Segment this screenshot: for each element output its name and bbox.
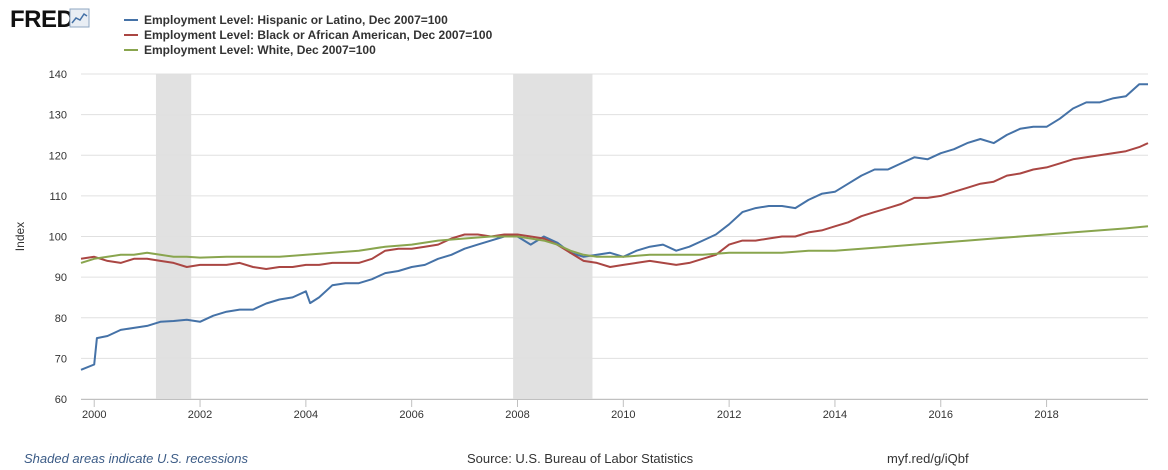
series-line-black [80, 142, 1149, 270]
y-tick-label-140: 140 [49, 69, 67, 81]
y-axis-title: Index [13, 222, 27, 251]
recession-note: Shaded areas indicate U.S. recessions [24, 451, 249, 466]
legend-swatch-hispanic [124, 18, 138, 21]
fred-logo-text: FRED [10, 6, 74, 32]
legend-item-hispanic[interactable]: Employment Level: Hispanic or Latino, De… [124, 12, 492, 27]
y-tick-label-70: 70 [55, 353, 67, 365]
series-line-white [80, 225, 1149, 264]
x-tick-label-2016: 2016 [929, 409, 953, 421]
legend-item-white[interactable]: Employment Level: White, Dec 2007=100 [124, 42, 492, 57]
legend-label-black: Employment Level: Black or African Ameri… [144, 27, 493, 42]
x-tick-label-2000: 2000 [82, 409, 106, 421]
y-tick-label-80: 80 [55, 313, 67, 325]
fred-logo[interactable]: FRED [10, 6, 90, 32]
x-tick-label-2010: 2010 [611, 409, 635, 421]
legend-label-hispanic: Employment Level: Hispanic or Latino, De… [144, 12, 448, 27]
y-tick-label-130: 130 [49, 110, 67, 122]
fred-logo-chart-icon [69, 8, 90, 28]
x-tick-label-2006: 2006 [399, 409, 423, 421]
y-tick-label-90: 90 [55, 272, 67, 284]
x-tick-label-2002: 2002 [188, 409, 212, 421]
series-line-hispanic [80, 83, 1148, 371]
legend-item-black[interactable]: Employment Level: Black or African Ameri… [124, 27, 492, 42]
chart-legend: Employment Level: Hispanic or Latino, De… [124, 12, 492, 57]
x-tick-label-2004: 2004 [294, 409, 318, 421]
legend-label-white: Employment Level: White, Dec 2007=100 [144, 42, 376, 57]
legend-swatch-white [124, 48, 138, 51]
y-tick-label-100: 100 [49, 232, 67, 244]
legend-swatch-black [124, 33, 138, 36]
short-link[interactable]: myf.red/g/iQbf [887, 451, 969, 466]
y-tick-label-120: 120 [49, 150, 67, 162]
x-tick-label-2018: 2018 [1034, 409, 1058, 421]
source-note: Source: U.S. Bureau of Labor Statistics [467, 451, 694, 466]
y-tick-label-60: 60 [55, 394, 67, 406]
x-tick-label-2008: 2008 [505, 409, 529, 421]
x-tick-label-2014: 2014 [823, 409, 847, 421]
y-tick-label-110: 110 [49, 191, 67, 203]
x-tick-label-2012: 2012 [717, 409, 741, 421]
